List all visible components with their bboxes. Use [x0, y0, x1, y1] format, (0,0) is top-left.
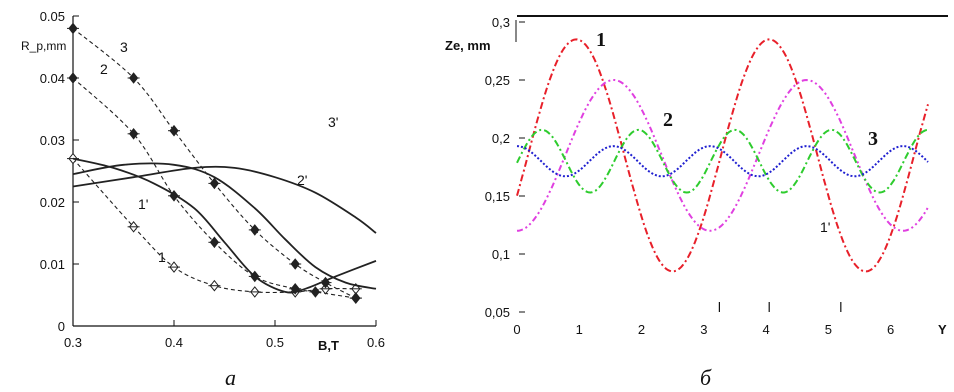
- chart-a-series-label: 3: [120, 39, 128, 55]
- chart-a-data-point: [248, 224, 261, 236]
- chart-a-data-point: [208, 279, 221, 292]
- chart-a-series-label: 2: [100, 61, 108, 77]
- chart-b-ytick-label: 0,3: [492, 15, 510, 30]
- chart-a-caption: a: [225, 365, 236, 390]
- chart-a-xtick-label: 0.6: [367, 335, 385, 350]
- chart-a-xlabel: B,T: [318, 338, 339, 353]
- chart-a-data-point: [67, 22, 79, 35]
- chart-b-series-label: 1': [820, 219, 830, 235]
- chart-a-series-line: [72, 165, 377, 234]
- chart-a-data-point: [168, 261, 180, 273]
- chart-a-data-point: [127, 127, 140, 140]
- chart-b-series-line: [516, 128, 929, 194]
- chart-b-series-label: 2: [663, 109, 673, 131]
- chart-a-data-point: [309, 286, 322, 298]
- chart-a-series-line: [72, 162, 377, 290]
- chart-a-xtick-label: 0.4: [165, 335, 183, 350]
- chart-a-data-point: [289, 258, 302, 270]
- chart-b-xtick-label: 3: [700, 322, 707, 337]
- chart-a-data-point: [349, 292, 362, 304]
- chart-b-xtick-label: 4: [762, 322, 769, 337]
- chart-a-series-line: [72, 27, 357, 299]
- chart-a-series-label: 3': [328, 114, 338, 130]
- chart-a-ytick-label: 0.02: [40, 195, 65, 210]
- chart-a-data-point: [248, 286, 261, 298]
- chart-b-ytick-label: 0,1: [492, 247, 510, 262]
- chart-b-ytick-label: 0,15: [485, 189, 510, 204]
- chart-a-series-label: 1: [158, 249, 166, 265]
- chart-b-xtick-label: 5: [825, 322, 832, 337]
- chart-a-data-point: [127, 220, 140, 233]
- chart-b-ylabel: Ze, mm: [445, 38, 491, 53]
- chart-a-xtick-label: 0.5: [266, 335, 284, 350]
- chart-a-ytick-label: 0.05: [40, 9, 65, 24]
- chart-b-ytick-label: 0,2: [492, 131, 510, 146]
- chart-b-xtick-label: 2: [638, 322, 645, 337]
- chart-a-ytick-label: 0.01: [40, 257, 65, 272]
- chart-b-series-line: [516, 145, 929, 178]
- chart-a-data-point: [168, 124, 180, 137]
- chart-b-series-line: [516, 38, 929, 273]
- chart-a-data-point: [127, 72, 140, 84]
- chart-a-series-line: [72, 157, 377, 294]
- chart-a-series-label: 2': [297, 172, 307, 188]
- chart-b-xtick-label: 6: [887, 322, 894, 337]
- chart-a-data-point: [208, 236, 221, 249]
- chart-a: 0.3 0.4 0.5 0.6 0 0.01 0.02 0.03 0.04 0.05 1 23 1' 2…: [21, 9, 385, 390]
- chart-a-ytick-label: 0.03: [40, 133, 65, 148]
- chart-a-series-label: 1': [138, 196, 148, 212]
- chart-b-xlabel: Y: [938, 322, 947, 337]
- chart-a-ylabel: R_p,mm: [21, 39, 66, 53]
- chart-a-xtick-label: 0.3: [64, 335, 82, 350]
- chart-a-ytick-label: 0: [58, 319, 65, 334]
- chart-b-series-line: [516, 78, 929, 232]
- chart-b-series-label: 1: [596, 29, 606, 51]
- chart-b-series-label: 3: [868, 128, 878, 150]
- chart-b: 0 1 2 3 4 5 6 0,05 0,1 0,15 0,2 0,25 0,3 1 1' 2 3 Ze, m…: [445, 15, 948, 390]
- chart-b-ytick-label: 0,05: [485, 305, 510, 320]
- chart-b-ytick-label: 0,25: [485, 73, 510, 88]
- chart-a-data-point: [208, 177, 221, 190]
- chart-a-data-point: [67, 72, 79, 84]
- chart-b-caption: б: [700, 365, 712, 390]
- chart-a-ytick-label: 0.04: [40, 71, 65, 86]
- chart-b-xtick-label: 0: [513, 322, 520, 337]
- chart-b-xtick-label: 1: [576, 322, 583, 337]
